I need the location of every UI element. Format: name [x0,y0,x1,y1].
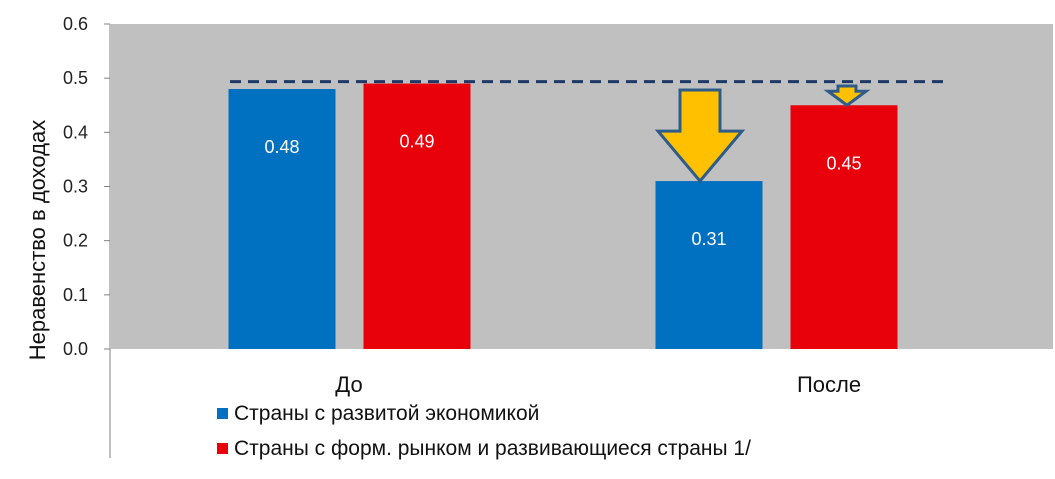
bar-value-label: 0.31 [691,229,726,249]
legend-label: Страны с развитой экономикой [234,402,539,425]
category-label: После [797,372,861,397]
y-tick-label: 0.1 [63,285,88,305]
y-tick-label: 0.4 [63,122,88,142]
legend-swatch [217,408,228,419]
bar-advanced-before [228,89,336,349]
down-arrow-small-icon [823,84,871,108]
down-arrow-big-icon [654,88,746,184]
y-tick-label: 0.3 [63,177,88,197]
bar-advanced-after [655,181,763,349]
bar-emerging-after [790,105,898,349]
bar-emerging-before [363,83,471,349]
bar-value-label: 0.45 [826,153,861,173]
y-tick-label: 0.5 [63,68,88,88]
bar-value-label: 0.49 [399,132,434,152]
y-tick-label: 0.0 [63,339,88,359]
y-tick-label: 0.6 [63,14,88,34]
y-tick-label: 0.2 [63,231,88,251]
legend-swatch [217,443,228,454]
bar-value-label: 0.48 [264,137,299,157]
category-label: До [335,372,362,397]
legend-label: Страны с форм. рынком и развивающиеся ст… [234,437,751,460]
y-axis-title: Неравенство в доходах [25,120,50,361]
